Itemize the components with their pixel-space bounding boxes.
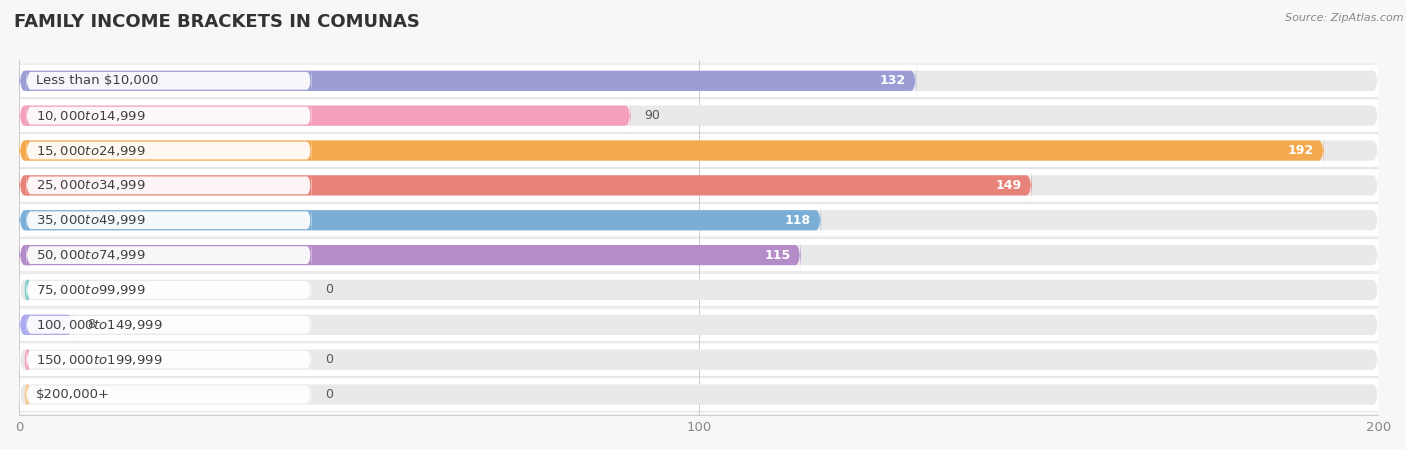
FancyBboxPatch shape: [25, 135, 311, 166]
FancyBboxPatch shape: [20, 377, 1378, 412]
FancyBboxPatch shape: [25, 274, 311, 305]
FancyBboxPatch shape: [6, 134, 1392, 167]
FancyBboxPatch shape: [20, 98, 1378, 133]
FancyBboxPatch shape: [25, 65, 311, 97]
FancyBboxPatch shape: [25, 309, 311, 340]
Text: $75,000 to $99,999: $75,000 to $99,999: [37, 283, 146, 297]
FancyBboxPatch shape: [25, 205, 311, 236]
FancyBboxPatch shape: [6, 343, 1392, 376]
Text: $200,000+: $200,000+: [37, 388, 110, 401]
Circle shape: [25, 141, 30, 160]
Circle shape: [25, 246, 30, 265]
Text: 0: 0: [325, 388, 333, 401]
FancyBboxPatch shape: [20, 133, 1378, 168]
Text: 0: 0: [325, 353, 333, 366]
Text: 192: 192: [1288, 144, 1313, 157]
FancyBboxPatch shape: [6, 378, 1392, 411]
FancyBboxPatch shape: [25, 170, 311, 201]
Text: $25,000 to $34,999: $25,000 to $34,999: [37, 178, 146, 192]
Text: 8: 8: [87, 318, 96, 331]
FancyBboxPatch shape: [6, 64, 1392, 97]
FancyBboxPatch shape: [20, 98, 631, 133]
FancyBboxPatch shape: [20, 238, 1378, 273]
FancyBboxPatch shape: [20, 133, 1324, 168]
FancyBboxPatch shape: [20, 202, 1378, 238]
FancyBboxPatch shape: [20, 202, 821, 238]
Text: 90: 90: [644, 109, 661, 122]
FancyBboxPatch shape: [25, 100, 311, 131]
FancyBboxPatch shape: [20, 63, 917, 99]
Circle shape: [25, 71, 30, 91]
Text: 118: 118: [785, 214, 811, 227]
Circle shape: [25, 176, 30, 195]
FancyBboxPatch shape: [6, 203, 1392, 237]
Text: $35,000 to $49,999: $35,000 to $49,999: [37, 213, 146, 227]
FancyBboxPatch shape: [20, 238, 801, 273]
FancyBboxPatch shape: [25, 240, 311, 271]
FancyBboxPatch shape: [20, 307, 73, 343]
Text: $150,000 to $199,999: $150,000 to $199,999: [37, 352, 163, 367]
FancyBboxPatch shape: [6, 238, 1392, 272]
Circle shape: [25, 106, 30, 125]
FancyBboxPatch shape: [20, 342, 1378, 378]
FancyBboxPatch shape: [6, 169, 1392, 202]
FancyBboxPatch shape: [20, 167, 1032, 203]
Text: 132: 132: [880, 75, 905, 87]
FancyBboxPatch shape: [6, 99, 1392, 132]
Text: Less than $10,000: Less than $10,000: [37, 75, 159, 87]
FancyBboxPatch shape: [6, 308, 1392, 342]
Text: FAMILY INCOME BRACKETS IN COMUNAS: FAMILY INCOME BRACKETS IN COMUNAS: [14, 13, 420, 31]
FancyBboxPatch shape: [25, 379, 311, 410]
Text: 0: 0: [325, 283, 333, 296]
Text: 115: 115: [765, 249, 790, 262]
FancyBboxPatch shape: [20, 63, 1378, 99]
Text: $15,000 to $24,999: $15,000 to $24,999: [37, 144, 146, 158]
Text: 149: 149: [995, 179, 1022, 192]
FancyBboxPatch shape: [20, 167, 1378, 203]
Circle shape: [25, 315, 30, 335]
Circle shape: [25, 385, 30, 404]
Text: $100,000 to $149,999: $100,000 to $149,999: [37, 318, 163, 332]
Circle shape: [25, 350, 30, 370]
FancyBboxPatch shape: [6, 273, 1392, 307]
Text: $50,000 to $74,999: $50,000 to $74,999: [37, 248, 146, 262]
FancyBboxPatch shape: [25, 344, 311, 375]
FancyBboxPatch shape: [20, 307, 1378, 343]
Circle shape: [25, 280, 30, 299]
FancyBboxPatch shape: [20, 272, 1378, 308]
Text: $10,000 to $14,999: $10,000 to $14,999: [37, 109, 146, 123]
Circle shape: [25, 211, 30, 230]
Text: Source: ZipAtlas.com: Source: ZipAtlas.com: [1285, 13, 1403, 23]
